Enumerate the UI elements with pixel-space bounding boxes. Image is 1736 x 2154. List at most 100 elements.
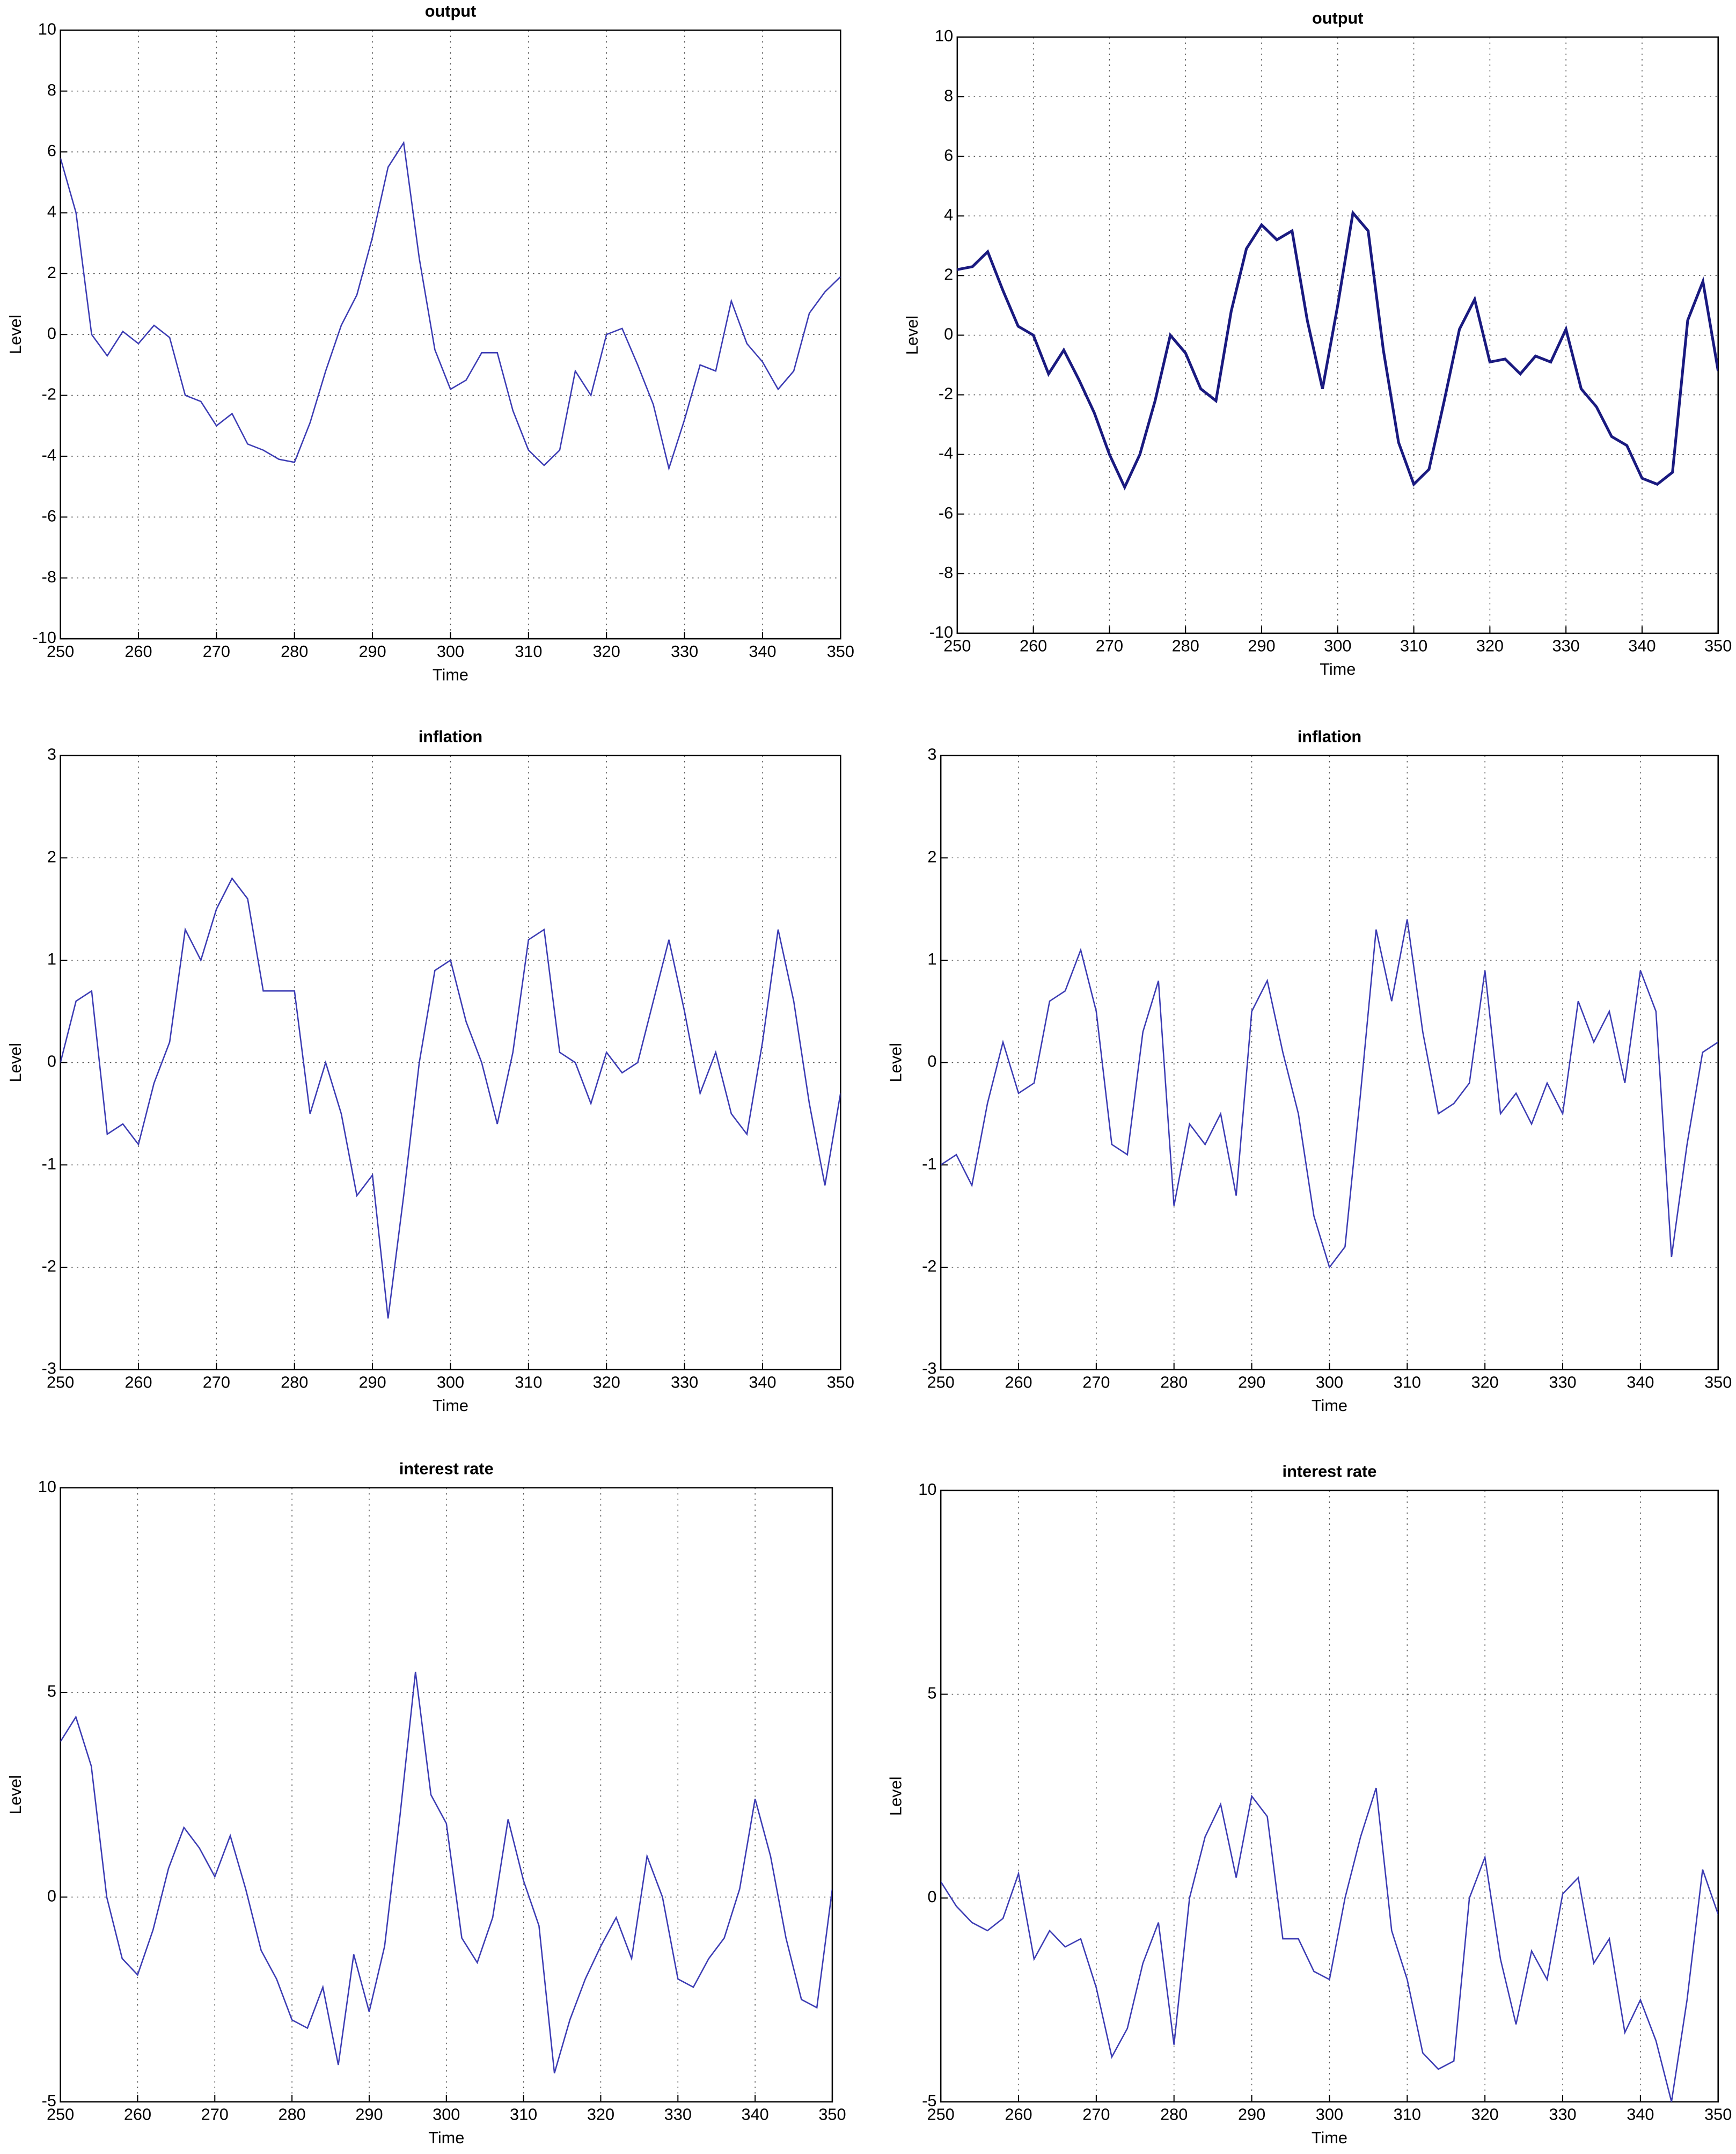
y-tick-label: -3: [922, 1359, 936, 1378]
y-tick-label: 0: [47, 1052, 56, 1071]
x-tick-label: 320: [1471, 1372, 1499, 1391]
x-tick-label: 270: [203, 1372, 230, 1391]
y-axis-label: Level: [6, 315, 25, 354]
x-tick-label: 270: [201, 2105, 229, 2123]
x-tick-label: 280: [1172, 637, 1199, 655]
plot-frame: [60, 30, 841, 640]
y-tick-label: 1: [47, 950, 56, 968]
x-tick-label: 300: [437, 642, 464, 661]
y-tick-label: 1: [927, 950, 936, 968]
x-tick-label: 340: [749, 1372, 776, 1391]
y-tick-label: -2: [42, 1257, 56, 1275]
x-tick-label: 260: [1005, 2105, 1032, 2123]
y-tick-label: 3: [47, 745, 56, 764]
x-tick-label: 250: [47, 642, 74, 661]
y-tick-label: -6: [939, 503, 953, 522]
y-axis-label: Level: [903, 316, 921, 355]
y-tick-label: 3: [927, 745, 936, 764]
y-tick-label: 2: [47, 263, 56, 282]
x-tick-label: 290: [358, 642, 386, 661]
x-tick-label: 250: [47, 1372, 74, 1391]
x-axis-label: Time: [433, 1396, 468, 1415]
x-tick-label: 310: [510, 2105, 537, 2123]
y-tick-label: 0: [47, 324, 56, 342]
x-tick-label: 330: [671, 1372, 698, 1391]
x-tick-label: 340: [1628, 637, 1656, 655]
y-axis-label: Level: [6, 1775, 25, 1814]
chart-title: output: [1312, 9, 1363, 27]
data-line: [60, 1671, 832, 2073]
chart-title: inflation: [419, 727, 482, 746]
x-axis-label: Time: [428, 2128, 464, 2147]
plot-frame: [940, 1489, 1719, 2103]
y-tick-label: 2: [944, 265, 953, 284]
y-tick-label: 2: [47, 847, 56, 866]
plot-area: [941, 1490, 1718, 2102]
x-tick-label: 280: [281, 1372, 308, 1391]
chart: 250 260 270 280 290 300 310 320 330 340 350 -3 -2 -1 0…: [6, 727, 854, 1414]
y-tick-label: -2: [939, 384, 953, 403]
chart: 250 260 270 280 290 300 310 320 330 340 350 -5 0 5 10 i…: [6, 1459, 846, 2147]
x-tick-label: 260: [1005, 1372, 1032, 1391]
y-tick-label: -10: [33, 628, 56, 647]
y-axis-label: Level: [886, 1777, 905, 1816]
x-tick-label: 350: [1704, 2105, 1732, 2123]
x-tick-label: 350: [1704, 1372, 1732, 1391]
x-tick-label: 270: [1082, 2105, 1110, 2123]
x-tick-label: 280: [281, 642, 308, 661]
x-tick-label: 320: [1471, 2105, 1499, 2123]
y-tick-label: 5: [927, 1684, 936, 1703]
y-tick-label: 8: [47, 81, 56, 99]
x-tick-label: 350: [818, 2105, 846, 2123]
y-tick-label: -4: [42, 446, 56, 464]
y-tick-label: -4: [939, 444, 953, 463]
chart: 250 260 270 280 290 300 310 320 330 340 350 -3 -2 -1 0…: [886, 727, 1732, 1414]
y-tick-label: 0: [927, 1052, 936, 1071]
y-tick-label: -10: [929, 623, 953, 641]
x-tick-label: 340: [742, 2105, 769, 2123]
x-tick-label: 270: [1082, 1372, 1110, 1391]
x-tick-label: 250: [943, 637, 971, 655]
x-axis-label: Time: [1312, 2128, 1347, 2147]
y-tick-label: -6: [42, 506, 56, 525]
x-tick-label: 320: [1476, 637, 1504, 655]
y-tick-label: -5: [42, 2091, 56, 2110]
y-axis-label: Level: [6, 1043, 25, 1082]
x-tick-label: 260: [124, 2105, 151, 2123]
y-tick-label: 6: [47, 141, 56, 160]
chart: 250 260 270 280 290 300 310 320 330 340 350 -5 0 5 10 i…: [886, 1462, 1732, 2147]
y-tick-label: 0: [47, 1887, 56, 1905]
x-tick-label: 350: [827, 642, 854, 661]
x-tick-label: 300: [437, 1372, 464, 1391]
plot-area: [60, 1487, 832, 2102]
x-tick-label: 330: [664, 2105, 692, 2123]
data-line: [60, 141, 841, 471]
x-tick-label: 270: [203, 642, 230, 661]
y-tick-label: 6: [944, 145, 953, 164]
chart: 250 260 270 280 290 300 310 320 330 340 350-10-8-6…: [903, 9, 1732, 678]
x-tick-label: 290: [358, 1372, 386, 1391]
x-tick-label: 280: [1160, 2105, 1188, 2123]
chart-title: inflation: [1298, 727, 1361, 746]
y-tick-label: 2: [927, 847, 936, 866]
chart-title: interest rate: [1283, 1462, 1377, 1481]
y-tick-label: 8: [944, 86, 953, 105]
x-tick-label: 250: [927, 2105, 955, 2123]
x-tick-label: 350: [827, 1372, 854, 1391]
x-tick-label: 320: [593, 1372, 620, 1391]
y-tick-label: -5: [922, 2091, 936, 2110]
x-tick-label: 310: [1400, 637, 1427, 655]
x-tick-label: 280: [278, 2105, 305, 2123]
y-tick-label: 4: [944, 205, 953, 224]
y-axis-label: Level: [886, 1043, 905, 1082]
y-tick-label: 4: [47, 202, 56, 221]
y-tick-label: -1: [42, 1154, 56, 1173]
y-tick-label: 5: [47, 1682, 56, 1700]
x-tick-label: 290: [1248, 637, 1275, 655]
data-line: [957, 209, 1718, 491]
x-tick-label: 260: [124, 1372, 152, 1391]
y-tick-label: -2: [42, 385, 56, 404]
y-tick-label: 10: [38, 19, 56, 38]
data-line: [60, 877, 841, 1319]
